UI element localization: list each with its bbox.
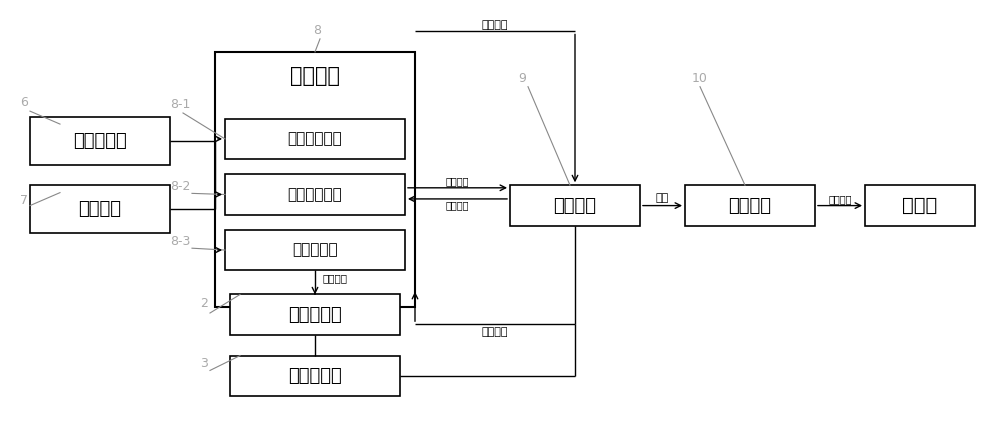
Bar: [510, 185, 640, 226]
Text: 移动终端: 移动终端: [728, 196, 772, 215]
Text: 数据处理模块: 数据处理模块: [288, 187, 342, 202]
Text: 10: 10: [692, 72, 708, 85]
Text: 6: 6: [20, 96, 28, 109]
Bar: [30, 185, 170, 233]
Text: 直接上传: 直接上传: [482, 20, 508, 30]
Text: 访问: 访问: [656, 193, 669, 203]
Text: 深度传感器: 深度传感器: [73, 132, 127, 150]
Text: 数据传输: 数据传输: [828, 194, 852, 204]
Text: 信号返送: 信号返送: [322, 273, 348, 283]
Bar: [685, 185, 815, 226]
Text: 流量控制阀: 流量控制阀: [288, 367, 342, 385]
Text: 控制终端: 控制终端: [290, 66, 340, 86]
Text: 7: 7: [20, 194, 28, 207]
Text: 9: 9: [518, 72, 526, 85]
Bar: [215, 52, 415, 308]
Text: 数据采集模块: 数据采集模块: [288, 131, 342, 147]
Text: 8-1: 8-1: [170, 98, 190, 111]
Text: 云服务器: 云服务器: [554, 196, 596, 215]
Text: 8-2: 8-2: [170, 180, 190, 193]
Text: 数据库: 数据库: [902, 196, 938, 215]
Text: 数据传输: 数据传输: [446, 176, 469, 186]
Bar: [230, 356, 400, 396]
Bar: [225, 118, 405, 159]
Bar: [225, 174, 405, 215]
Text: 信号发送器: 信号发送器: [292, 242, 338, 258]
Text: 8: 8: [313, 24, 321, 37]
Bar: [230, 294, 400, 335]
Text: 2: 2: [200, 297, 208, 311]
Text: 主传感器: 主传感器: [78, 200, 122, 218]
Bar: [225, 230, 405, 271]
Text: 信息反馈: 信息反馈: [446, 200, 469, 210]
Text: 3: 3: [200, 357, 208, 371]
Text: 信号接收器: 信号接收器: [288, 306, 342, 324]
Bar: [30, 117, 170, 165]
Text: 信息反馈: 信息反馈: [482, 327, 508, 337]
Bar: [865, 185, 975, 226]
Text: 8-3: 8-3: [170, 235, 190, 248]
